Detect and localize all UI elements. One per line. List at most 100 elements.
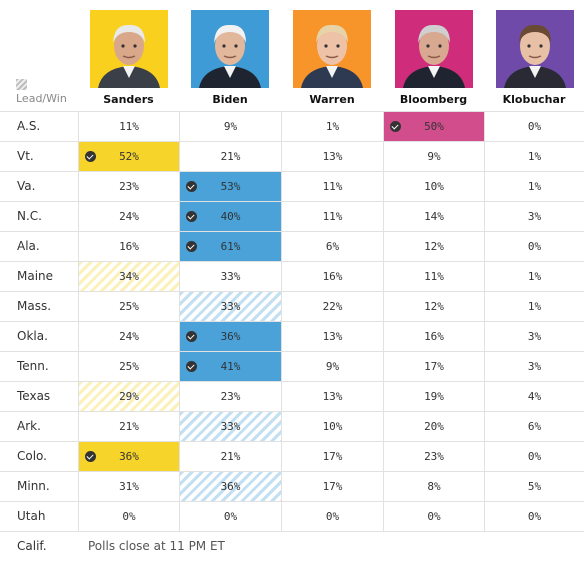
value-cell: 13% <box>281 322 383 351</box>
value-text: 31% <box>119 480 139 493</box>
value-cell: 0% <box>484 112 584 141</box>
state-label: Texas <box>17 389 51 403</box>
value-text: 8% <box>427 480 441 493</box>
table-row: Utah 0% 0% 0% 0% 0% <box>0 501 584 531</box>
value-cell: 31% <box>78 472 179 501</box>
state-label: Va. <box>17 179 36 193</box>
value-text: 1% <box>325 120 340 133</box>
state-label: Okla. <box>17 329 48 343</box>
value-cell: 0% <box>484 502 584 531</box>
value-cell: 13% <box>281 382 383 411</box>
value-cell: 11% <box>78 112 179 141</box>
value-text: 10% <box>424 180 444 193</box>
value-cell: 17% <box>281 442 383 471</box>
value-cell: 29% <box>78 382 179 411</box>
value-cell: 3% <box>484 352 584 381</box>
table-row: Tenn. 25% 41% 9% 17% 3% <box>0 351 584 381</box>
value-text: 4% <box>527 390 542 403</box>
value-cell: 33% <box>179 262 281 291</box>
value-cell: 0% <box>78 502 179 531</box>
value-text: 6% <box>325 240 340 253</box>
value-cell: 6% <box>484 412 584 441</box>
value-cell: 16% <box>78 232 179 261</box>
candidate-klobuchar: Klobuchar <box>484 0 584 112</box>
state-label: Colo. <box>17 449 47 463</box>
candidate-photo <box>496 10 574 88</box>
value-text: 22% <box>322 300 343 313</box>
table-row: Mass. 25% 33% 22% 12% 1% <box>0 291 584 321</box>
value-text: 0% <box>527 120 542 133</box>
value-cell: 1% <box>484 292 584 321</box>
table-row: Okla. 24% 36% 13% 16% 3% <box>0 321 584 351</box>
value-cell: 50% <box>383 112 484 141</box>
value-text: 23% <box>220 390 241 403</box>
value-cell: 16% <box>281 262 383 291</box>
candidate-photo <box>293 10 371 88</box>
state-label: Calif. <box>17 539 47 553</box>
value-cell: 17% <box>281 472 383 501</box>
value-text: 10% <box>322 420 343 433</box>
value-cell: 10% <box>281 412 383 441</box>
candidate-photo <box>395 10 473 88</box>
state-label: Maine <box>17 269 54 283</box>
value-text: 24% <box>119 210 139 223</box>
value-text: 33% <box>220 420 241 433</box>
table-row: Minn. 31% 36% 17% 8% 5% <box>0 471 584 501</box>
winner-check-icon <box>390 121 401 132</box>
winner-check-icon <box>186 241 197 252</box>
value-cell: 21% <box>179 442 281 471</box>
value-text: 19% <box>424 390 444 403</box>
value-cell: 0% <box>383 502 484 531</box>
value-text: 21% <box>220 150 241 163</box>
value-cell: 25% <box>78 292 179 321</box>
legend-label: Lead/Win <box>16 92 67 105</box>
value-cell: 14% <box>383 202 484 231</box>
candidate-name: Sanders <box>103 93 154 106</box>
state-label: Ala. <box>17 239 40 253</box>
value-text: 1% <box>527 150 542 163</box>
winner-check-icon <box>186 331 197 342</box>
value-text: 25% <box>119 300 139 313</box>
value-cell: 0% <box>484 232 584 261</box>
value-cell: 0% <box>281 502 383 531</box>
candidate-name: Bloomberg <box>399 93 468 106</box>
value-text: 11% <box>322 180 343 193</box>
value-text: 33% <box>220 300 241 313</box>
value-text: 50% <box>424 120 444 133</box>
value-text: 34% <box>119 270 139 283</box>
value-text: 13% <box>322 330 343 343</box>
state-label: N.C. <box>17 209 42 223</box>
value-text: 9% <box>427 150 441 163</box>
candidate-warren: Warren <box>281 0 383 112</box>
value-text: 9% <box>223 120 238 133</box>
value-cell: 24% <box>78 202 179 231</box>
state-label: Utah <box>17 509 46 523</box>
value-cell: 33% <box>179 292 281 321</box>
value-cell: 34% <box>78 262 179 291</box>
value-cell: 53% <box>179 172 281 201</box>
value-text: 24% <box>119 330 139 343</box>
value-text: 25% <box>119 360 139 373</box>
value-cell: 9% <box>179 112 281 141</box>
value-text: 11% <box>322 210 343 223</box>
value-cell: 1% <box>484 262 584 291</box>
value-text: 29% <box>119 390 139 403</box>
table-row: Vt. 52% 21% 13% 9% 1% <box>0 141 584 171</box>
value-text: 16% <box>322 270 343 283</box>
table-row: Ark. 21% 33% 10% 20% 6% <box>0 411 584 441</box>
table-row: Ala. 16% 61% 6% 12% 0% <box>0 231 584 261</box>
value-text: 36% <box>220 480 241 493</box>
value-cell: 13% <box>281 142 383 171</box>
value-text: 0% <box>223 510 238 523</box>
value-text: 53% <box>220 180 241 193</box>
value-cell: 0% <box>179 502 281 531</box>
value-text: 16% <box>424 330 444 343</box>
value-cell: 25% <box>78 352 179 381</box>
value-text: 36% <box>119 450 139 463</box>
state-label: Vt. <box>17 149 34 163</box>
value-cell: 3% <box>484 322 584 351</box>
value-text: 0% <box>527 450 542 463</box>
value-cell: 52% <box>78 142 179 171</box>
candidate-header: Lead/Win Sanders Biden Warren Bloomberg Klob… <box>0 0 584 112</box>
value-cell: 24% <box>78 322 179 351</box>
